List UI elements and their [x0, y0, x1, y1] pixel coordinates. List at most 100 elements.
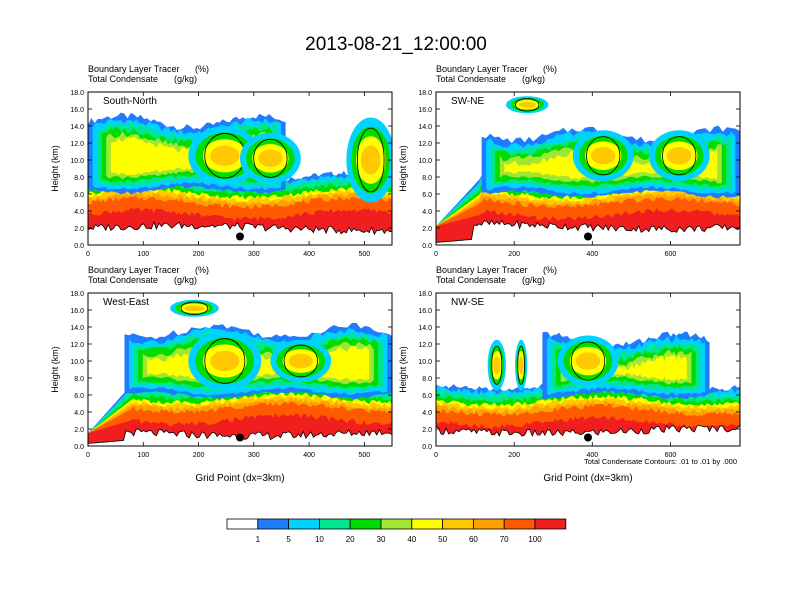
y-tick-label: 16.0 [418, 308, 432, 315]
panel-label: NW-SE [451, 297, 484, 308]
convective-cell [360, 145, 381, 175]
x-tick-label: 200 [508, 251, 520, 258]
subtitle-condensate-units: (g/kg) [522, 74, 545, 84]
colorbar-swatch [226, 518, 259, 530]
panel-label: SW-NE [451, 96, 484, 107]
condensate-contour [283, 344, 318, 378]
y-axis-label: Height (km) [50, 145, 60, 192]
plot-frame [435, 292, 741, 447]
colorbar-swatch [257, 518, 289, 530]
y-axis-label: Height (km) [398, 346, 408, 393]
colorbar-swatch [534, 518, 567, 530]
colorbar-label: 60 [469, 535, 478, 544]
y-tick-label: 0.0 [422, 243, 432, 250]
location-marker [584, 232, 592, 241]
x-tick-label: 0 [434, 452, 438, 459]
x-tick-label: 0 [434, 251, 438, 258]
y-tick-label: 0.0 [74, 243, 84, 250]
convective-cell [667, 147, 692, 165]
colorbar-swatch [349, 518, 382, 530]
subtitle-condensate-units: (g/kg) [174, 275, 197, 285]
subtitle-condensate: Total Condensate [436, 275, 506, 285]
y-tick-label: 8.0 [74, 376, 84, 383]
y-tick-label: 8.0 [74, 175, 84, 182]
shaded-field [436, 331, 740, 446]
condensate-contour [515, 97, 540, 112]
x-tick-label: 600 [665, 452, 677, 459]
x-tick-label: 200 [508, 452, 520, 459]
y-tick-label: 6.0 [422, 192, 432, 199]
colorbar-label: 5 [286, 535, 291, 544]
y-axis-label: Height (km) [50, 346, 60, 393]
y-tick-label: 10.0 [70, 359, 84, 366]
plot-frame [87, 91, 393, 246]
panel-south-north: South-North Boundary Layer Tracer (%) Total… [50, 64, 393, 258]
y-tick-label: 2.0 [422, 226, 432, 233]
colorbar-swatch [288, 518, 320, 530]
y-tick-label: 14.0 [418, 124, 432, 131]
x-tick-label: 500 [359, 452, 371, 459]
convective-cell [518, 101, 536, 108]
y-tick-label: 8.0 [422, 175, 432, 182]
subtitle-tracer: Boundary Layer Tracer [88, 265, 180, 275]
plot-frame [435, 91, 741, 246]
colorbar-label: 70 [500, 535, 509, 544]
subtitle-tracer-units: (%) [543, 265, 557, 275]
y-tick-label: 0.0 [74, 444, 84, 451]
x-tick-label: 500 [359, 251, 371, 258]
y-tick-label: 18.0 [418, 90, 432, 97]
subtitle-condensate-units: (g/kg) [174, 74, 197, 84]
x-tick-label: 400 [586, 452, 598, 459]
colorbar-label: 1 [256, 535, 261, 544]
subtitle-tracer: Boundary Layer Tracer [88, 64, 180, 74]
convective-cell [184, 305, 205, 312]
location-marker [584, 433, 592, 442]
x-tick-label: 200 [193, 251, 205, 258]
y-tick-label: 14.0 [70, 325, 84, 332]
x-tick-label: 100 [137, 251, 149, 258]
y-tick-label: 8.0 [422, 376, 432, 383]
colorbar: 1 5 10 20 30 40 50 60 70 100 [226, 518, 567, 544]
y-tick-label: 16.0 [418, 107, 432, 114]
panel-west-east: West-East Boundary Layer Tracer (%) Total C… [50, 265, 393, 484]
colorbar-swatch [503, 518, 536, 530]
x-tick-label: 400 [586, 251, 598, 258]
condensate-contour [586, 136, 621, 176]
colorbar-label: 30 [377, 535, 386, 544]
shaded-field [88, 112, 392, 245]
shaded-field [88, 299, 392, 446]
y-tick-label: 4.0 [74, 410, 84, 417]
x-tick-label: 400 [303, 452, 315, 459]
subtitle-tracer: Boundary Layer Tracer [436, 265, 528, 275]
x-tick-label: 100 [137, 452, 149, 459]
x-tick-label: 600 [665, 251, 677, 258]
contour-footnote: Total Condensate Contours: .01 to .01 by… [584, 457, 737, 466]
convective-cell [288, 353, 313, 369]
convective-cell [518, 356, 524, 374]
subtitle-tracer-units: (%) [543, 64, 557, 74]
condensate-contour [356, 127, 385, 193]
condensate-contour [517, 345, 525, 385]
colorbar-swatch [442, 518, 474, 530]
convective-cell [210, 145, 240, 166]
y-tick-label: 10.0 [418, 158, 432, 165]
x-tick-label: 400 [303, 251, 315, 258]
subtitle-condensate: Total Condensate [88, 275, 158, 285]
panels: South-North Boundary Layer Tracer (%) Total… [50, 64, 741, 484]
convective-cell [575, 352, 601, 370]
shaded-field [436, 96, 740, 245]
y-tick-label: 14.0 [418, 325, 432, 332]
colorbar-label: 100 [528, 535, 542, 544]
y-tick-label: 12.0 [418, 141, 432, 148]
colorbar-label: 50 [438, 535, 447, 544]
y-axis-label: Height (km) [398, 145, 408, 192]
y-tick-label: 12.0 [418, 342, 432, 349]
colorbar-label: 20 [346, 535, 355, 544]
y-tick-label: 4.0 [74, 209, 84, 216]
y-tick-label: 6.0 [74, 192, 84, 199]
x-axis-label: Grid Point (dx=3km) [543, 473, 632, 484]
y-tick-label: 12.0 [70, 342, 84, 349]
panel-sw-ne: SW-NE Boundary Layer Tracer (%) Total Conde… [398, 64, 741, 258]
y-tick-label: 2.0 [422, 427, 432, 434]
